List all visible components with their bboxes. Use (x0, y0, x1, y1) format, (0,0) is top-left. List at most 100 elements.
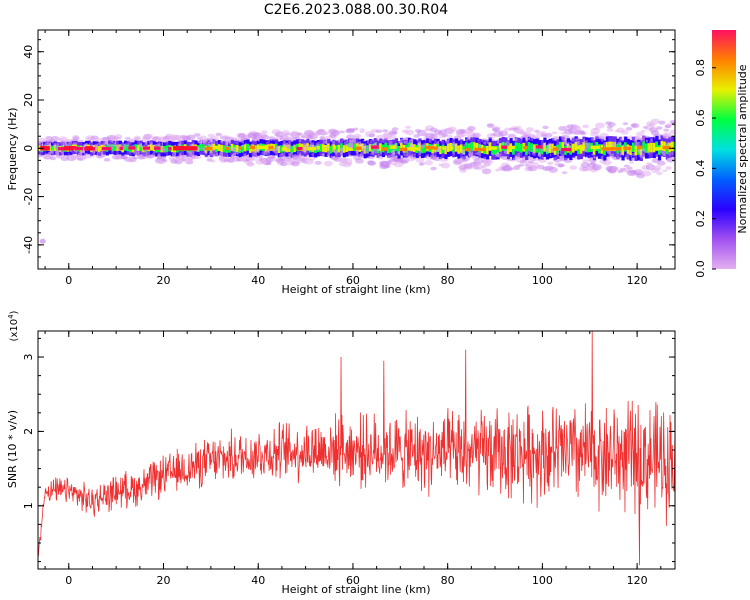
spectrogram-band-core (136, 144, 141, 152)
spectrogram-band-core (514, 142, 518, 152)
spectrogram-hot-cell (355, 146, 362, 150)
snr-series-line (38, 331, 675, 566)
bottom-axis-ticks: 0 20 40 60 80 100 120 1 2 3 (22, 331, 675, 587)
x-tick-label: 120 (627, 574, 648, 587)
spectrogram-band-core (608, 141, 612, 151)
spectrogram-hot-cell (601, 147, 613, 151)
spectrogram-halo-cell (606, 128, 614, 132)
colorbar-tick-label: 0.0 (694, 260, 707, 278)
spectrogram-halo-cell (653, 165, 662, 171)
spectrogram-band-core (454, 143, 458, 152)
spectrogram-halo-cell (96, 138, 103, 142)
spectrogram-hot-cell (610, 147, 622, 151)
spectrogram-hot-cell (257, 145, 269, 150)
spectrogram-band-core (329, 145, 333, 154)
y-tick-label: 20 (22, 93, 35, 107)
colorbar-label: Normalized spectral amplitude (736, 64, 749, 233)
spectrogram-halo-cell (195, 155, 202, 159)
spectrogram-hot-cell (143, 146, 151, 150)
spectrogram-halo-cell (540, 130, 547, 135)
spectrogram-halo-cell (429, 133, 438, 139)
spectrogram-hot-cell (238, 146, 242, 150)
spectrogram-halo-cell (441, 133, 448, 137)
spectrogram-halo-cell (460, 155, 470, 162)
spectrogram-halo-cell (424, 160, 434, 166)
spectrogram-halo-cell (500, 156, 508, 160)
spectrogram-halo-cell (582, 124, 590, 129)
spectrogram-halo-cell (187, 161, 194, 165)
spectrogram-band-core (506, 145, 511, 155)
spectrogram-halo-cell (251, 157, 258, 161)
spectrogram-band-core (293, 144, 297, 153)
spectrogram-band-core (486, 145, 490, 155)
spectrogram-hot-cell (407, 147, 419, 151)
spectrogram-hot-cell (296, 146, 303, 151)
colorbar-gradient (712, 30, 736, 269)
spectrogram-band-core (342, 145, 346, 153)
spectrogram-band-core (558, 141, 563, 151)
spectrogram-halo-cell (507, 133, 516, 139)
spectrogram-halo-cell (650, 118, 660, 125)
spectrogram-halo-cell (367, 160, 377, 166)
spectrogram-halo-cell (193, 133, 201, 137)
spectrogram-band-core (301, 143, 305, 152)
spectrogram-halo-cell (590, 161, 597, 166)
x-tick-label: 40 (251, 274, 265, 287)
spectrogram-halo-cell (330, 130, 341, 137)
spectrogram-band-core (446, 143, 451, 152)
spectrogram-band-core (420, 145, 425, 154)
spectrogram-hot-cell (58, 147, 67, 151)
spectrogram-halo-cell (572, 125, 580, 130)
x-tick-label: 20 (157, 574, 171, 587)
spectrogram-halo-cell (529, 162, 540, 168)
spectrogram-band-core (241, 145, 245, 153)
spectrogram-hot-cell (101, 146, 112, 151)
spectrogram-band-core (165, 145, 169, 152)
colorbar-ticks: 0.0 0.2 0.4 0.6 0.8 (694, 59, 716, 278)
spectrogram-halo-cell (518, 163, 525, 167)
spectrogram-band-core (629, 145, 633, 156)
spectrogram-halo-cell (665, 166, 672, 170)
spectrogram-band-core (491, 146, 495, 155)
spectrogram-band-core (475, 142, 479, 152)
spectrogram-band-core (473, 142, 477, 151)
spectrogram-halo-cell (542, 125, 549, 130)
spectrogram-band-core (496, 145, 500, 155)
spectrogram-halo-cell (582, 159, 589, 163)
top-x-axis-label: Height of straight line (km) (281, 283, 430, 296)
spectrogram-band-core (650, 142, 654, 153)
spectrogram-halo-cell (132, 156, 138, 160)
spectrogram-hot-cell (433, 146, 438, 150)
spectrogram-halo-cell (669, 129, 675, 135)
spectrogram-halo-cell (635, 131, 645, 137)
y-tick-label: 40 (22, 45, 35, 59)
spectrogram-halo-cell (525, 127, 534, 132)
x-tick-label: 80 (441, 574, 455, 587)
spectrogram-hot-cell (509, 145, 516, 150)
spectrogram-band-core (353, 143, 357, 151)
spectrogram-band-core (512, 146, 516, 155)
spectrogram-band-core (222, 145, 227, 153)
colorbar-tick-label: 0.8 (694, 59, 707, 77)
x-tick-label: 60 (346, 574, 360, 587)
spectrogram-hot-cell (489, 146, 497, 150)
spectrogram-hot-cell (662, 145, 671, 150)
spectrogram-peak-cell (85, 146, 93, 151)
x-tick-label: 100 (532, 574, 553, 587)
spectrogram-peak-cell (40, 146, 50, 151)
spectrogram-hot-cell (523, 145, 528, 150)
spectrogram-halo-cell (446, 134, 453, 138)
colorbar-tick-label: 0.6 (694, 109, 707, 127)
spectrogram-halo-cell (457, 133, 465, 138)
spectrogram-hot-cell (590, 145, 601, 150)
spectrogram-band-core (139, 144, 143, 151)
spectrogram-hot-cell (535, 145, 543, 149)
spectrogram-halo-cell (270, 155, 276, 159)
spectrogram-peak-cell (172, 146, 197, 151)
y-tick-label: -40 (22, 236, 35, 254)
spectrogram-hot-cell (371, 145, 379, 149)
spectrogram-band-core (660, 140, 664, 151)
spectrogram-band-core (592, 145, 597, 155)
spectrogram-hot-cell (268, 145, 274, 150)
x-tick-label: 100 (532, 274, 553, 287)
